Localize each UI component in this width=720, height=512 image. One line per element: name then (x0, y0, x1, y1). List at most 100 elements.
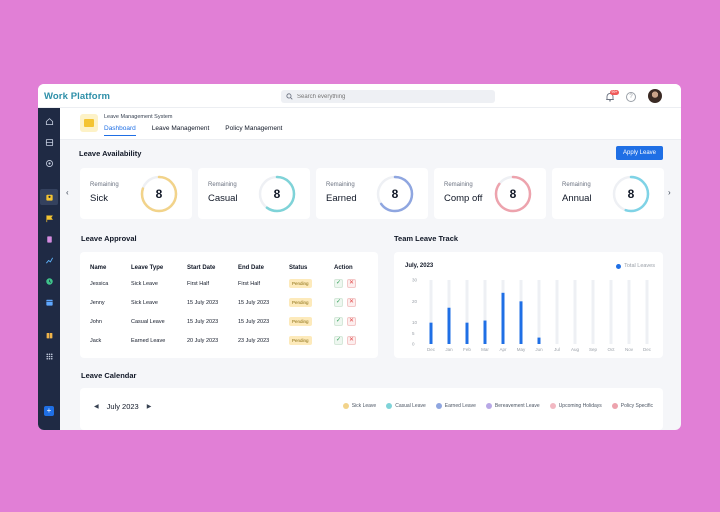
calendar-legend-item: Earned Leave (435, 403, 476, 409)
remaining-label: Remaining (90, 182, 119, 188)
chart-bar[interactable] (447, 307, 451, 344)
sidebar-item-apps[interactable] (44, 351, 54, 361)
leave-card[interactable]: Remaining Sick 8 (80, 168, 192, 219)
calendar-legend-item: Bereavement Leave (485, 403, 540, 409)
leave-type: Comp off (444, 193, 483, 204)
tab-dashboard[interactable]: Dashboard (104, 125, 136, 136)
chart-bar[interactable] (429, 322, 433, 344)
table-row: Jenny Sick Leave 15 July 2023 15 July 2023 P… (90, 293, 374, 312)
leave-card[interactable]: Remaining Comp off 8 (434, 168, 546, 219)
leave-type: Earned Leave (131, 337, 166, 344)
legend-label: Bereavement Leave (494, 403, 540, 409)
clock-icon (45, 277, 53, 285)
x-tick-label: Jan (445, 347, 453, 352)
remaining-count: 8 (391, 187, 399, 201)
sidebar-item-flags[interactable] (44, 213, 54, 223)
y-tick-label: 0 (412, 342, 415, 347)
y-tick-label: 30 (412, 278, 418, 283)
reject-icon[interactable]: ✕ (347, 279, 356, 288)
leave-approval-title: Leave Approval (81, 234, 137, 243)
apply-leave-button[interactable]: Apply Leave (616, 146, 663, 160)
sidebar: + (38, 108, 60, 430)
leave-card[interactable]: Remaining Casual 8 (198, 168, 310, 219)
tab-leave-management[interactable]: Leave Management (151, 125, 210, 132)
reject-icon[interactable]: ✕ (347, 336, 356, 345)
approve-icon[interactable]: ✓ (334, 279, 343, 288)
sidebar-item-time[interactable] (44, 276, 54, 286)
sidebar-item-home[interactable] (44, 116, 54, 126)
add-icon[interactable]: + (44, 406, 54, 416)
leave-card[interactable]: Remaining Earned 8 (316, 168, 428, 219)
x-tick-label: Aug (571, 347, 580, 352)
status-cell: Pending (289, 293, 334, 312)
leave-type: Annual (562, 193, 592, 204)
sidebar-item-leave[interactable] (44, 192, 54, 202)
chart-bar[interactable] (501, 292, 505, 344)
avatar[interactable] (648, 89, 662, 103)
module-logo-icon (80, 114, 98, 132)
flag-icon (45, 214, 53, 222)
leave-type: Casual (208, 193, 238, 204)
approve-icon[interactable]: ✓ (334, 298, 343, 307)
remaining-label: Remaining (562, 182, 591, 188)
progress-ring (140, 175, 178, 213)
bar-track (591, 280, 595, 344)
module-header: Leave Management System Dashboard Leave … (60, 108, 681, 140)
chart-bar[interactable] (537, 337, 541, 344)
column-header: Name (90, 265, 107, 271)
search-input[interactable] (297, 93, 487, 100)
x-tick-label: Jul (554, 347, 560, 352)
sidebar-item-calendar[interactable] (44, 297, 54, 307)
chart-period: July, 2023 (405, 263, 434, 269)
cards-prev-icon[interactable]: ‹ (66, 188, 69, 197)
legend-swatch (549, 403, 556, 409)
leave-approval-table: Name Leave Type Start Date End Date Status Ac… (80, 252, 378, 358)
app-brand[interactable]: Work Platform (44, 91, 111, 102)
sidebar-item-documents[interactable] (44, 234, 54, 244)
bar-track (465, 280, 469, 344)
employee-name: Jenny (90, 299, 105, 306)
chart-bar[interactable] (483, 320, 487, 344)
start-date: 20 July 2023 (187, 337, 219, 344)
x-tick-label: Apr (499, 347, 507, 352)
x-tick-label: Jun (535, 347, 543, 352)
end-date: 23 July 2023 (238, 337, 270, 344)
remaining-count: 8 (509, 187, 517, 201)
reject-icon[interactable]: ✕ (347, 317, 356, 326)
sidebar-item-analytics[interactable] (44, 255, 54, 265)
chart-bar[interactable] (519, 301, 523, 344)
legend-label: Policy Specific (620, 403, 653, 409)
legend-label: Earned Leave (444, 403, 476, 409)
start-date: 15 July 2023 (187, 299, 219, 306)
table-row: Jessica Sick Leave First Half First Half Pen… (90, 274, 374, 293)
cards-next-icon[interactable]: › (668, 188, 671, 197)
top-bar: Work Platform 99+ ? (38, 84, 681, 108)
help-icon[interactable]: ? (626, 92, 636, 102)
legend-swatch (485, 403, 492, 409)
column-header: Status (289, 265, 308, 271)
leave-type: Casual Leave (131, 318, 165, 325)
sidebar-item-chat[interactable] (44, 158, 54, 168)
approve-icon[interactable]: ✓ (334, 317, 343, 326)
sidebar-item-dashboard[interactable] (44, 137, 54, 147)
bar-track (609, 280, 613, 344)
approve-icon[interactable]: ✓ (334, 336, 343, 345)
leave-type: Sick Leave (131, 280, 158, 287)
legend-swatch (386, 403, 393, 409)
trend-icon (45, 257, 53, 263)
ring-fill (140, 175, 178, 213)
sidebar-item-packages[interactable] (44, 330, 54, 340)
chart-bar[interactable] (465, 322, 469, 344)
calendar-next-icon[interactable]: ▶ (146, 404, 152, 410)
reject-icon[interactable]: ✕ (347, 298, 356, 307)
search-box[interactable] (281, 90, 495, 103)
x-tick-label: Nov (625, 347, 634, 352)
calendar-prev-icon[interactable]: ◀ (94, 404, 99, 410)
end-date: 15 July 2023 (238, 318, 270, 325)
progress-ring (612, 175, 650, 213)
leave-card[interactable]: Remaining Annual 8 (552, 168, 664, 219)
leave-calendar-title: Leave Calendar (81, 371, 137, 380)
app-window: Work Platform 99+ ? + Leave Management S… (38, 84, 681, 430)
status-cell: Pending (289, 331, 334, 350)
tab-policy-management[interactable]: Policy Management (225, 125, 283, 132)
